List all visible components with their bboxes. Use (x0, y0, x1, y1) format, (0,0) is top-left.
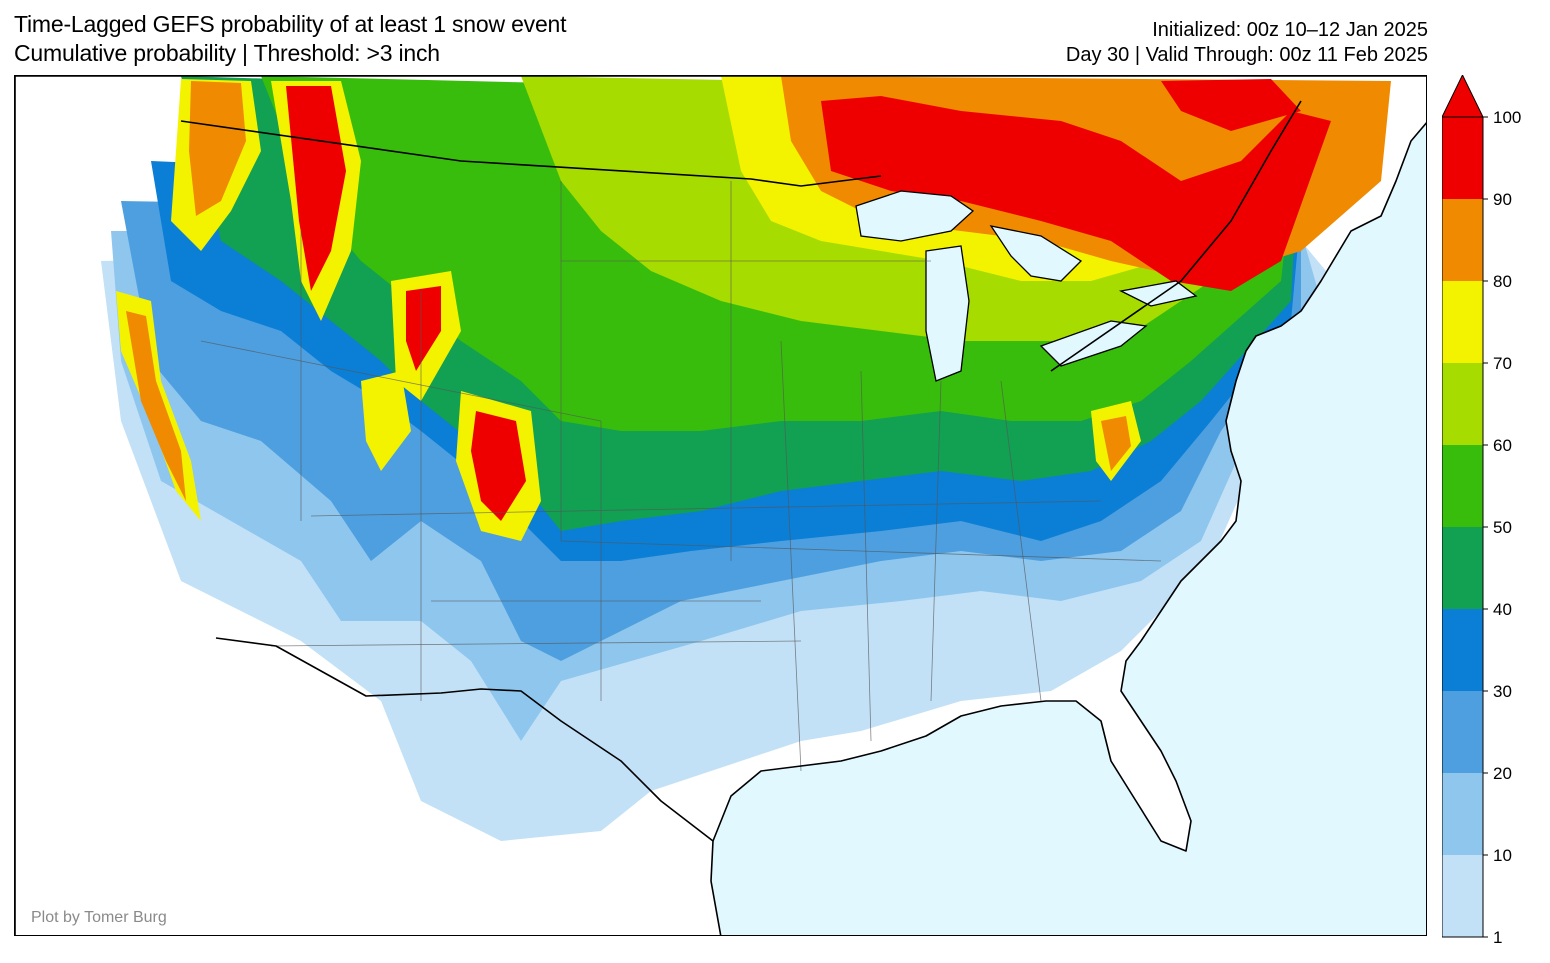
colorbar-segment-70 (1442, 281, 1483, 363)
colorbar-segment-90 (1442, 117, 1483, 199)
state-boundaries (200, 181, 1162, 772)
state-line-6 (780, 340, 802, 772)
colorbar-segment-30 (1442, 609, 1483, 691)
probability-band-70 (361, 371, 411, 471)
colorbar-legend: 1 10 20 30 40 50 60 70 80 90 100 (1442, 75, 1521, 945)
lake-4 (1039, 320, 1148, 367)
state-line-13 (270, 640, 802, 647)
colorbar-label: 90 (1493, 190, 1512, 209)
state-line-9 (1000, 380, 1042, 702)
state-line-8 (930, 380, 942, 702)
lake-5 (1118, 280, 1198, 307)
colorbar-label: 20 (1493, 764, 1512, 783)
colorbar-label: 70 (1493, 354, 1512, 373)
colorbar-label: 50 (1493, 518, 1512, 537)
national-border-3 (1050, 100, 1302, 372)
colorbar-label: 40 (1493, 600, 1512, 619)
lake-3 (989, 225, 1083, 282)
national-border-1 (180, 120, 882, 187)
probability-band-90 (821, 96, 1331, 291)
probability-band-80 (126, 311, 186, 501)
state-line-12 (560, 540, 1162, 562)
snow-probability-map (15, 76, 1426, 935)
state-line-11 (310, 500, 1102, 517)
run-info: Initialized: 00z 10–12 Jan 2025 Day 30 |… (1066, 18, 1428, 68)
title-block: Time-Lagged GEFS probability of at least… (14, 10, 567, 68)
coastline-and-borders (15, 76, 1426, 935)
probability-band-90 (1161, 79, 1301, 131)
colorbar-segment-50 (1442, 445, 1483, 527)
probability-band-90 (471, 411, 526, 521)
colorbar-label: 80 (1493, 272, 1512, 291)
map-panel: Plot by Tomer Burg (14, 75, 1427, 936)
colorbar-label: 10 (1493, 846, 1512, 865)
great-lakes (855, 190, 1198, 382)
probability-band-80 (1101, 416, 1131, 471)
valid-through-label: Day 30 | Valid Through: 00z 11 Feb 2025 (1065, 44, 1428, 66)
coastline (15, 76, 1426, 935)
lake-2 (925, 245, 970, 382)
colorbar-label: 100 (1493, 108, 1521, 127)
state-line-7 (860, 370, 872, 742)
chart-title: Time-Lagged GEFS probability of at least… (14, 11, 567, 37)
colorbar-segment-40 (1442, 527, 1483, 609)
colorbar-extend-arrow (1442, 75, 1484, 118)
lake-1 (855, 190, 975, 242)
initialized-label: Initialized: 00z 10–12 Jan 2025 (1152, 19, 1428, 41)
national-border-2 (215, 637, 714, 842)
colorbar-segment-80 (1442, 199, 1483, 281)
probability-band-90 (286, 86, 346, 291)
state-line-10 (200, 340, 602, 422)
probability-band-80 (189, 81, 246, 216)
colorbar-segment-10 (1442, 773, 1483, 855)
probability-band-90 (406, 286, 441, 371)
chart-subtitle: Cumulative probability | Threshold: >3 i… (14, 40, 440, 66)
colorbar-segment-20 (1442, 691, 1483, 773)
colorbar-segment-1 (1442, 855, 1483, 937)
colorbar-label: 30 (1493, 682, 1512, 701)
colorbar-segment-60 (1442, 363, 1483, 445)
colorbar-label: 60 (1493, 436, 1512, 455)
plot-credit: Plot by Tomer Burg (31, 909, 167, 926)
colorbar-label: 1 (1493, 928, 1502, 945)
